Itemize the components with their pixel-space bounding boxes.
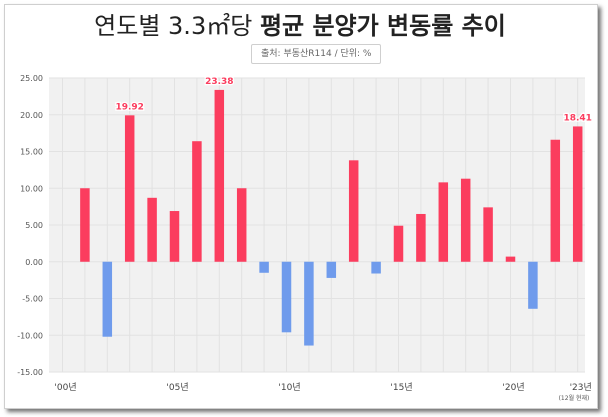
title-bold: 평균 분양가 변동률 추이 xyxy=(259,12,506,40)
y-tick-label: 0.00 xyxy=(25,258,43,267)
bar xyxy=(214,89,225,262)
bar xyxy=(438,182,449,262)
bar xyxy=(147,197,157,262)
y-tick-label: -5.00 xyxy=(22,295,43,304)
y-tick-label: 20.00 xyxy=(20,111,43,120)
x-tick-label: '00년 xyxy=(54,382,76,393)
y-tick-label: -15.00 xyxy=(17,368,43,377)
bar xyxy=(572,126,583,262)
source-label: 출처: 부동산R114 / 단위: % xyxy=(251,44,382,64)
x-tick-label: '05년 xyxy=(166,382,188,393)
bar xyxy=(505,256,516,262)
y-tick-label: 15.00 xyxy=(20,148,43,157)
bar xyxy=(460,178,471,262)
bar xyxy=(281,261,292,333)
x-tick-label: '20년 xyxy=(502,382,524,393)
bar xyxy=(483,207,493,262)
bar xyxy=(80,188,90,262)
bar xyxy=(236,188,247,262)
bar xyxy=(371,261,381,274)
data-label: 18.41 xyxy=(563,113,591,123)
data-label: 23.38 xyxy=(205,77,233,87)
bar xyxy=(192,141,202,262)
y-tick-label: 5.00 xyxy=(25,221,43,230)
bar xyxy=(528,261,538,309)
bar xyxy=(304,261,314,346)
data-label: 19.92 xyxy=(115,102,143,112)
y-tick-label: -10.00 xyxy=(17,331,43,340)
y-tick-label: 10.00 xyxy=(20,184,43,193)
bar xyxy=(259,261,269,273)
bar xyxy=(416,213,426,262)
bar xyxy=(348,160,359,262)
bar xyxy=(393,225,404,262)
bar xyxy=(102,261,113,337)
y-tick-label: 25.00 xyxy=(20,74,43,83)
x-tick-label: '23년 xyxy=(570,382,592,393)
title-light: 연도별 3.3㎡당 xyxy=(94,12,253,40)
x-tick-label: '10년 xyxy=(278,382,300,393)
bar xyxy=(326,261,337,278)
bar xyxy=(169,211,180,262)
x-axis-note: (12월 현재) xyxy=(559,394,590,402)
chart-title: 연도별 3.3㎡당 평균 분양가 변동률 추이 xyxy=(0,6,600,41)
bar xyxy=(124,115,135,262)
bar xyxy=(550,139,561,262)
x-tick-label: '15년 xyxy=(390,382,412,393)
